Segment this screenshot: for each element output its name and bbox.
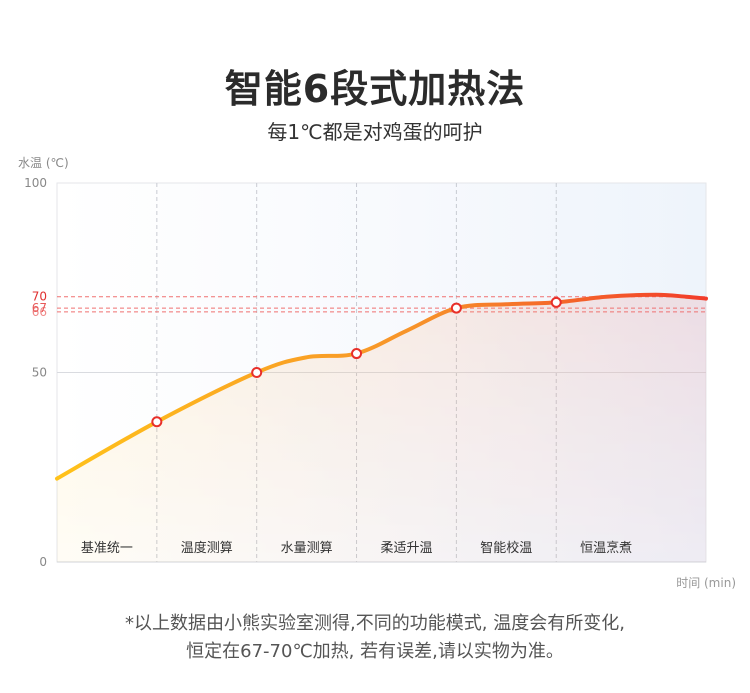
chart-subtitle: 每1℃都是对鸡蛋的呵护 <box>267 120 483 144</box>
y-tick-label: 50 <box>32 366 47 380</box>
area-fill <box>57 294 706 562</box>
footnote: *以上数据由小熊实验室测得,不同的功能模式, 温度会有所变化, 恒定在67-70… <box>0 610 750 666</box>
data-point-5 <box>550 296 562 308</box>
y-tick-label: 0 <box>39 555 47 569</box>
y-axis-label: 水温 (℃) <box>18 156 69 170</box>
data-point-2 <box>251 367 263 378</box>
data-point-3 <box>351 348 363 360</box>
stage-label-3: 水量测算 <box>281 541 333 556</box>
stage-label-6: 恒温烹煮 <box>580 541 632 556</box>
stage-label-2: 温度测算 <box>181 540 233 556</box>
chart-title: 智能6段式加热法 <box>224 67 526 111</box>
footnote-line-1: *以上数据由小熊实验室测得,不同的功能模式, 温度会有所变化, <box>125 613 625 634</box>
temperature-line <box>55 292 708 481</box>
stage-label-5: 智能校温 <box>480 540 532 556</box>
footnote-line-2: 恒定在67-70℃加热, 若有误差,请以实物为准。 <box>186 641 564 662</box>
y-tick-label: 66 <box>32 305 47 319</box>
stage-label-4: 柔适升温 <box>380 541 432 556</box>
y-tick-label: 100 <box>24 176 47 190</box>
x-axis-label: 时间 (min) <box>676 576 736 590</box>
data-point-4 <box>450 302 462 314</box>
y-tick-label: 70 <box>32 290 47 304</box>
y-tick-label: 67 <box>32 301 47 315</box>
stage-label-1: 基准统一 <box>81 541 133 556</box>
data-point-1 <box>151 416 163 428</box>
